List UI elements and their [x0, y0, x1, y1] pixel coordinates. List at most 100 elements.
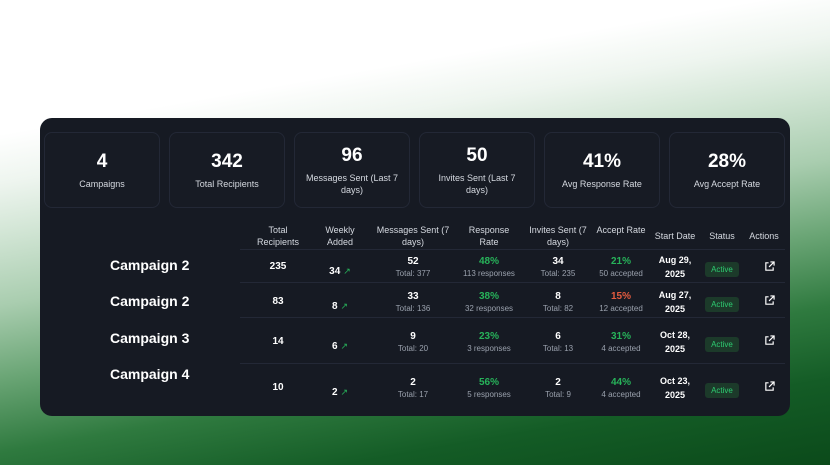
messages-sent-value: 2	[410, 377, 416, 388]
status-cell: Active	[702, 259, 742, 277]
column-header-actions: Actions	[749, 231, 779, 241]
response-rate-cell: 38% 32 responses	[454, 291, 524, 313]
stat-label: Invites Sent (Last 7 days)	[438, 172, 516, 195]
open-campaign-button[interactable]	[760, 377, 778, 395]
open-campaign-button[interactable]	[760, 257, 778, 275]
response-rate-value: 23%	[478, 331, 499, 342]
stat-value: 41%	[582, 150, 622, 172]
messages-total: Total: 17	[397, 390, 429, 399]
accepted-count: 50 accepted	[599, 269, 643, 278]
response-rate-value: 38%	[478, 291, 499, 302]
start-date-cell: Oct 28, 2025	[648, 328, 702, 356]
accept-rate-cell: 44% 4 accepted	[591, 377, 651, 399]
invites-sent-value: 6	[555, 331, 561, 342]
start-date-line2: 2025	[664, 390, 686, 400]
column-header-response-rate: Response Rate	[468, 225, 510, 247]
row-divider	[240, 282, 785, 283]
trend-up-icon: ↗	[343, 266, 351, 276]
external-link-icon	[764, 294, 775, 305]
start-date-line1: Oct 28,	[659, 330, 690, 340]
invites-total: Total: 82	[542, 304, 574, 313]
weekly-added-value: 2	[331, 387, 338, 398]
accept-rate-cell: 31% 4 accepted	[591, 331, 651, 353]
campaign-name[interactable]: Campaign 3	[110, 330, 190, 346]
status-badge: Active	[705, 262, 739, 277]
external-link-icon	[764, 260, 775, 271]
stat-card-avg-response-rate: 41% Avg Response Rate	[544, 132, 660, 208]
status-badge: Active	[705, 297, 739, 312]
campaign-dashboard-panel: 4 Campaigns 342 Total Recipients 96 Mess…	[40, 118, 790, 416]
stat-value: 50	[466, 144, 488, 166]
start-date-line2: 2025	[664, 269, 686, 279]
start-date-cell: Aug 29, 2025	[648, 253, 702, 281]
accept-rate-value: 21%	[610, 256, 631, 267]
accept-rate-value: 15%	[610, 291, 631, 302]
status-badge: Active	[705, 337, 739, 352]
stat-card-invites-sent: 50 Invites Sent (Last 7 days)	[419, 132, 535, 208]
campaign-name[interactable]: Campaign 2	[110, 257, 190, 273]
invites-total: Total: 13	[542, 344, 574, 353]
column-header-total-recipients: Total Recipients	[256, 225, 300, 247]
response-rate-cell: 56% 5 responses	[454, 377, 524, 399]
accepted-count: 12 accepted	[599, 304, 643, 313]
column-header-start-date: Start Date	[654, 231, 696, 241]
start-date-line1: Aug 29,	[658, 255, 692, 265]
invites-sent-value: 2	[555, 377, 561, 388]
response-rate-cell: 48% 113 responses	[454, 256, 524, 278]
responses-count: 113 responses	[463, 269, 515, 278]
messages-sent-cell: 33 Total: 136	[374, 291, 452, 313]
responses-count: 32 responses	[464, 304, 514, 313]
stat-label: Messages Sent (Last 7 days)	[305, 172, 399, 195]
stat-label: Campaigns	[79, 178, 125, 189]
status-badge: Active	[705, 383, 739, 398]
open-campaign-button[interactable]	[760, 331, 778, 349]
invites-sent-value: 34	[552, 256, 564, 267]
campaign-name[interactable]: Campaign 4	[110, 366, 190, 382]
messages-sent-value: 33	[407, 291, 419, 302]
external-link-icon	[764, 334, 775, 345]
accept-rate-value: 44%	[610, 377, 631, 388]
stat-value: 4	[96, 150, 108, 172]
total-recipients-cell: 235	[269, 261, 287, 272]
messages-total: Total: 377	[395, 269, 431, 278]
invites-sent-cell: 34 Total: 235	[523, 256, 593, 278]
messages-sent-value: 9	[410, 331, 416, 342]
stat-card-total-recipients: 342 Total Recipients	[169, 132, 285, 208]
start-date-line2: 2025	[664, 344, 686, 354]
trend-up-icon: ↗	[340, 301, 349, 311]
status-cell: Active	[702, 294, 742, 312]
invites-sent-cell: 2 Total: 9	[523, 377, 593, 399]
weekly-added-cell: 2 ↗	[312, 382, 368, 400]
weekly-added-value: 8	[331, 301, 338, 312]
stat-card-campaigns: 4 Campaigns	[44, 132, 160, 208]
status-cell: Active	[702, 380, 742, 398]
invites-sent-cell: 6 Total: 13	[523, 331, 593, 353]
campaign-name[interactable]: Campaign 2	[110, 293, 190, 309]
accept-rate-value: 31%	[610, 331, 631, 342]
column-header-invites-sent: Invites Sent (7 days)	[529, 225, 587, 247]
start-date-line2: 2025	[664, 304, 686, 314]
response-rate-cell: 23% 3 responses	[454, 331, 524, 353]
accepted-count: 4 accepted	[601, 390, 641, 399]
responses-count: 5 responses	[467, 390, 511, 399]
stat-label: Avg Accept Rate	[693, 178, 761, 189]
total-recipients-cell: 14	[272, 336, 284, 347]
stat-label: Total Recipients	[195, 178, 259, 189]
messages-sent-value: 52	[407, 256, 419, 267]
weekly-added-value: 6	[331, 341, 338, 352]
weekly-added-value: 34	[329, 266, 341, 277]
invites-total: Total: 9	[545, 390, 571, 399]
invites-total: Total: 235	[540, 269, 576, 278]
stat-label: Avg Response Rate	[562, 178, 642, 189]
open-campaign-button[interactable]	[760, 291, 778, 309]
external-link-icon	[764, 380, 775, 391]
invites-sent-cell: 8 Total: 82	[523, 291, 593, 313]
row-divider	[240, 249, 785, 250]
stat-card-messages-sent: 96 Messages Sent (Last 7 days)	[294, 132, 410, 208]
messages-sent-cell: 9 Total: 20	[374, 331, 452, 353]
stat-value: 28%	[707, 150, 747, 172]
weekly-added-cell: 8 ↗	[312, 296, 368, 314]
weekly-added-cell: 34 ↗	[312, 261, 368, 279]
total-recipients-cell: 10	[272, 382, 284, 393]
row-divider	[240, 363, 785, 364]
